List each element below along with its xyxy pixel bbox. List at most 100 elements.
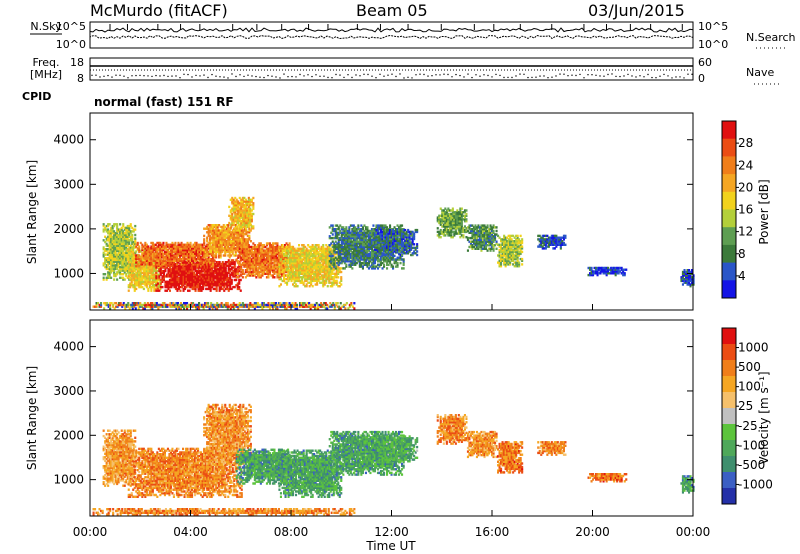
data-cell <box>264 258 267 261</box>
data-cell <box>280 305 283 308</box>
data-cell <box>304 277 307 281</box>
data-cell <box>182 287 185 291</box>
data-cell <box>132 269 135 273</box>
data-cell <box>336 245 339 249</box>
nsearch-label: N.Search <box>746 31 796 44</box>
data-cell <box>192 305 195 308</box>
data-cell <box>105 276 108 279</box>
data-cell <box>203 248 206 252</box>
data-cell <box>194 278 197 282</box>
data-cell <box>222 247 225 250</box>
data-cell <box>119 262 122 265</box>
data-cell <box>157 248 160 252</box>
data-cell <box>271 305 274 308</box>
data-cell <box>111 258 114 262</box>
data-cell <box>176 264 179 267</box>
data-cell <box>129 239 132 242</box>
data-cell <box>222 240 225 243</box>
data-cell <box>159 254 162 257</box>
data-cell <box>102 255 105 258</box>
data-cell <box>119 271 122 274</box>
data-cell <box>145 252 148 255</box>
data-cell <box>238 225 241 228</box>
data-cell <box>316 265 319 268</box>
data-cell <box>216 307 219 310</box>
data-cell <box>210 227 213 230</box>
data-cell <box>213 247 216 250</box>
data-cell <box>305 254 308 258</box>
data-cell <box>239 231 242 234</box>
data-cell <box>331 269 334 272</box>
data-cell <box>319 269 322 272</box>
data-cell <box>156 247 159 250</box>
data-cell <box>119 251 122 254</box>
data-cell <box>323 254 326 258</box>
data-cell <box>234 196 237 200</box>
data-cell <box>310 263 313 266</box>
data-cell <box>253 254 256 258</box>
data-cell <box>292 253 295 256</box>
data-cell <box>213 259 216 262</box>
data-cell <box>206 287 209 291</box>
data-cell <box>178 305 181 308</box>
data-cell <box>155 305 158 308</box>
data-cell <box>331 270 334 274</box>
data-cell <box>237 272 240 275</box>
data-cell <box>295 279 298 283</box>
data-cell <box>308 258 311 261</box>
data-cell <box>228 305 231 308</box>
nave-dot <box>215 75 217 77</box>
data-cell <box>247 223 250 226</box>
data-cell <box>160 259 163 262</box>
data-cell <box>201 256 204 259</box>
data-cell <box>168 285 171 289</box>
data-cell <box>258 245 261 249</box>
data-cell <box>261 305 264 308</box>
data-cell <box>325 279 328 283</box>
data-cell <box>229 216 232 219</box>
data-cell <box>123 239 126 242</box>
data-cell <box>208 305 211 308</box>
data-cell <box>212 278 215 282</box>
data-cell <box>329 285 332 288</box>
data-cell <box>337 244 340 247</box>
data-cell <box>117 239 120 242</box>
data-cell <box>177 271 180 275</box>
data-cell <box>326 251 329 254</box>
data-cell <box>308 269 311 272</box>
data-cell <box>129 237 132 240</box>
data-cell <box>215 250 218 254</box>
nave-dot <box>411 77 413 79</box>
data-cell <box>107 244 110 247</box>
data-cell <box>292 263 295 266</box>
data-cell <box>273 303 276 307</box>
data-cell <box>104 262 107 265</box>
data-cell <box>188 245 191 248</box>
data-cell <box>337 242 340 245</box>
data-cell <box>337 260 340 263</box>
nave-dot <box>403 77 405 79</box>
data-cell <box>322 258 325 261</box>
data-cell <box>316 270 319 274</box>
data-cell <box>212 241 215 245</box>
data-cell <box>171 268 174 271</box>
nave-dot <box>663 73 665 76</box>
data-cell <box>240 236 243 239</box>
data-cell <box>174 248 177 252</box>
data-cell <box>244 276 247 279</box>
data-cell <box>267 254 270 258</box>
data-cell <box>237 276 240 279</box>
data-cell <box>287 303 290 307</box>
nave-dot <box>531 76 533 79</box>
data-cell <box>241 303 244 307</box>
data-cell <box>108 265 111 269</box>
data-cell <box>163 252 166 255</box>
data-cell <box>116 244 119 247</box>
data-cell <box>169 261 172 264</box>
data-cell <box>125 248 128 251</box>
data-cell <box>148 277 151 280</box>
data-cell <box>147 269 150 273</box>
data-cell <box>337 245 340 249</box>
data-cell <box>326 276 329 279</box>
data-cell <box>224 261 227 264</box>
